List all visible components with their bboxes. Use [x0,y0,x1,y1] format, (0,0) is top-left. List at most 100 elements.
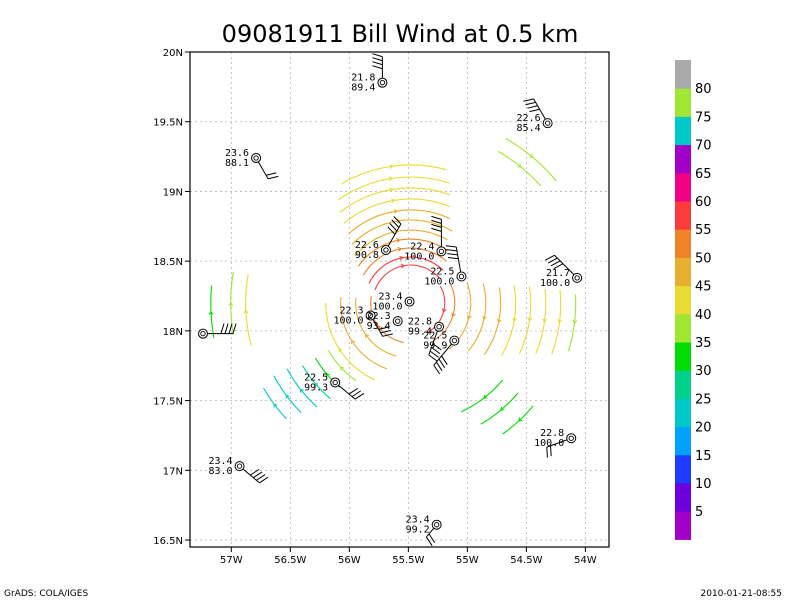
streamline-arrow-22 [365,333,370,339]
station-marker-inner [379,80,386,86]
station-marker-inner [544,120,551,126]
stations: 21.889.422.685.423.688.122.690.822.4100.… [197,53,583,546]
colorbar-swatch [675,370,691,399]
wind-barb-staff [554,254,578,279]
figure-title: 09081911 Bill Wind at 0.5 km [222,20,579,48]
colorbar-label: 45 [695,280,712,295]
station-10: 22.899.4 [408,317,445,362]
wind-barb-flag [391,219,400,228]
station-marker-inner [451,337,458,344]
station-1: 22.685.4 [517,98,553,134]
streamline-arrow-17 [527,317,533,322]
station-marker [566,433,577,444]
station-marker [392,316,403,327]
streamline-arrow-12 [451,312,456,318]
streamline-arrow-30 [273,403,278,408]
streamline-37 [505,137,557,182]
wind-barb-flag [428,533,436,543]
colorbar-label: 55 [695,223,712,238]
tick-label-lat: 17.5N [153,397,183,408]
streamline-arrow-15 [496,318,502,324]
station-marker-inner [574,275,580,281]
station-2: 23.688.1 [225,148,279,180]
station-temp-label: 22.3 [339,306,363,317]
tick-label-lat: 20N [163,48,183,59]
station-rh-label: 88.1 [225,158,249,169]
wind-barb-flag [265,172,277,176]
station-marker [434,321,445,332]
station-marker-inner [253,155,259,161]
streamline-arrow-32 [228,302,234,307]
colorbar-label: 65 [695,167,712,182]
streamline-arrow-2 [397,246,403,252]
colorbar-swatch [675,88,691,117]
colorbar-label: 30 [695,364,712,379]
tick-label-lon: 57W [220,555,243,566]
colorbar-label: 5 [695,505,703,520]
tick-label-lat: 17N [163,466,183,477]
wind-barb-flag [372,53,383,58]
station-marker-inner [438,248,445,255]
station-marker [234,461,245,472]
station-15: 23.483.0 [208,456,269,484]
station-temp-label: 21.8 [351,73,375,84]
colorbar-swatch [675,60,691,89]
station-marker-inner [367,312,374,319]
streamline-arrow-16 [512,317,517,323]
station-rh-label: 100.0 [404,251,434,262]
tick-label-lat: 18N [163,327,183,338]
colorbar-swatch [675,313,691,343]
station-marker [572,272,583,283]
wind-barb-flag [445,245,457,248]
station-marker-inner [434,522,440,528]
colorbar-label: 35 [695,336,712,351]
station-marker [431,519,442,530]
wind-barb-flag [228,323,233,334]
wind-barb-flag [446,249,458,252]
streamline-arrow-5 [396,218,401,224]
station-marker [436,246,447,257]
streamline-arrow-26 [325,373,331,378]
plot-frame [189,51,610,548]
streamline-34 [461,379,504,413]
station-temp-label: 23.4 [378,292,402,303]
station-marker [542,118,553,129]
station-marker [197,328,208,339]
wind-barb-flag [224,323,229,334]
streamline-arrow-8 [389,187,394,193]
station-marker [377,77,388,88]
footer-left: GrADS: COLA/IGES [4,589,88,599]
station-temp-label: 23.4 [406,515,430,526]
streamline-arrow-37 [529,153,534,158]
colorbar-swatch [675,201,691,230]
wind-barb-flag [447,253,458,256]
station-rh-label: 100.0 [424,276,454,287]
colorbar-swatch [675,454,691,484]
colorbar-swatch [675,483,691,512]
streamline-arrow-24 [338,347,343,353]
streamline-arrow-1 [399,255,404,261]
streamline-arrow-9 [388,176,393,182]
colorbar-swatch [675,342,691,371]
streamline-arrow-28 [299,388,304,393]
colorbar-swatch [675,398,691,428]
streamline-arrow-6 [393,209,398,214]
streamline-arrow-14 [482,315,487,321]
tick-label-lon: 56W [338,555,361,566]
station-marker-inner [406,298,413,305]
colorbar-label: 15 [695,449,712,464]
wind-barb-flag [267,175,279,180]
wind-barb-flag [253,471,263,479]
station-rh-label: 99.3 [304,382,328,393]
station-marker [380,245,391,255]
station-temp-label: 22.5 [304,372,328,383]
station-temp-label: 22.8 [540,428,564,439]
station-marker [404,296,415,307]
colorbar-swatch [675,229,691,258]
wind-barb-flag [429,350,439,358]
streamline-arrow-20 [572,319,578,324]
streamline-38 [497,150,542,187]
